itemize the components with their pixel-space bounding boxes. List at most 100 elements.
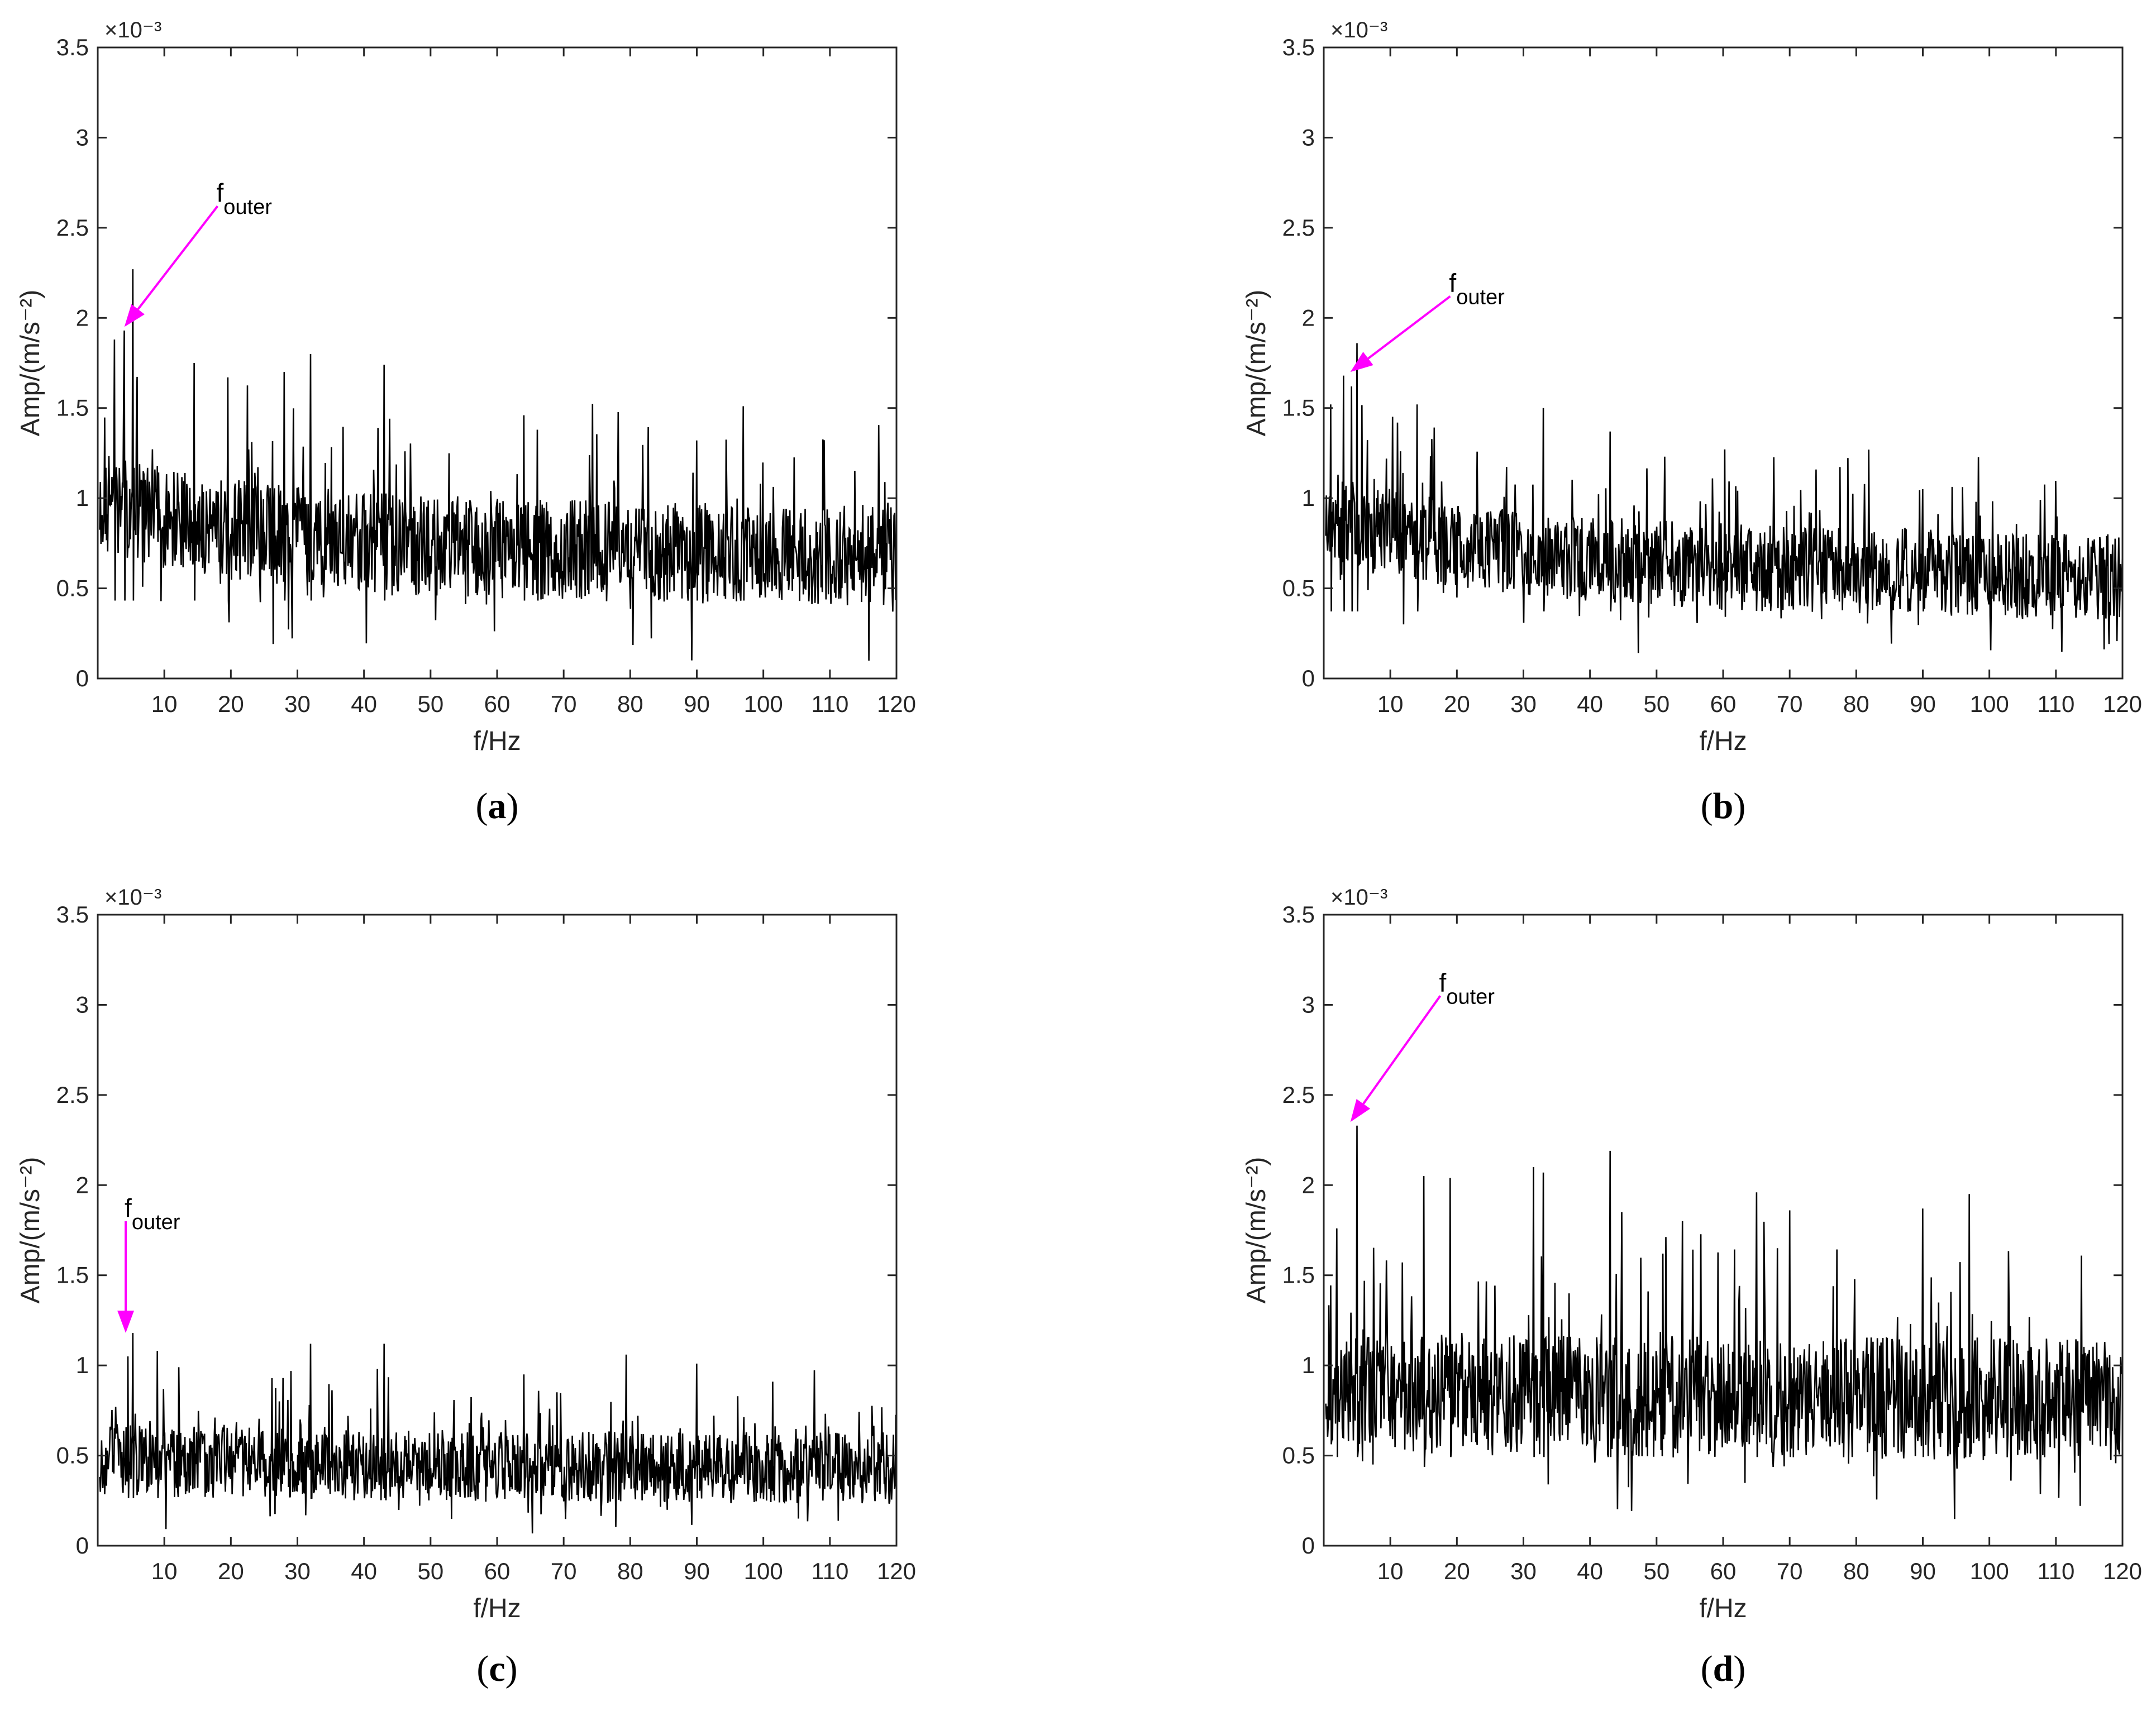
annotation-label: fouter [125,1193,180,1234]
panel-label-a: (a) [476,786,519,826]
y-tick-label: 3 [1302,991,1315,1017]
x-tick-label: 50 [1643,691,1670,717]
arrow-head [1350,1098,1371,1122]
chart-panel-d: 10 20 30 40 50 60 70 80 90 100 110 120 0 0.5 1 1.5 2 2.5 3… [1242,885,2142,1689]
annotation-arrow-a [124,205,219,327]
x-tick-label: 20 [1444,691,1470,717]
arrow-head [124,304,145,327]
x-tick-label: 80 [1843,1558,1869,1584]
chart-panel-b: 10 20 30 40 50 60 70 80 90 100 110 120 0 0.5 1 1.5 2 2.5 3… [1242,18,2142,826]
x-tick-label: 60 [1710,691,1737,717]
y-tick-label: 1 [76,1352,89,1378]
y-tick-label: 2.5 [1282,214,1315,241]
x-axis-title: f/Hz [1699,727,1747,756]
x-tick-label: 110 [811,691,848,717]
y-tick-label: 0.5 [1282,575,1315,601]
panel-label-b: (b) [1701,786,1746,826]
y-tick-label: 2 [76,304,89,331]
x-tick-label: 20 [1444,1558,1470,1584]
annotation-arrow-d [1350,995,1442,1122]
y-tick-label: 0 [76,665,89,691]
x-tick-label: 30 [1510,1558,1537,1584]
arrow-head [117,1311,135,1334]
y-multiplier-label: ×10⁻³ [1330,18,1387,42]
x-tick-label: 10 [1377,1558,1404,1584]
x-tick-label: 70 [551,691,577,717]
x-tick-label: 120 [2103,1558,2142,1584]
y-axis-title: Amp/(m/s⁻²) [16,290,45,437]
chart-panel-c: 10 20 30 40 50 60 70 80 90 100 110 120 0 0.5 1 1.5 2 2.5 3… [16,885,916,1689]
x-tick-label: 30 [1510,691,1537,717]
y-axis-title: Amp/(m/s⁻²) [1242,1157,1271,1304]
annotation-arrow-b [1350,295,1451,372]
y-tick-label: 3.5 [1282,901,1315,928]
y-tick-label: 2 [76,1172,89,1198]
arrow-head [1350,352,1373,372]
panel-label-c: (c) [476,1648,517,1689]
y-tick-label: 2 [1302,304,1315,331]
x-tick-label: 20 [218,691,244,717]
x-tick-label: 10 [151,1558,178,1584]
y-tick-label: 0 [1302,665,1315,691]
y-tick-label: 1.5 [56,1262,89,1288]
x-tick-label: 100 [744,1558,783,1584]
x-tick-label: 70 [1777,1558,1803,1584]
x-tick-label: 40 [351,1558,377,1584]
y-tick-label: 0 [1302,1532,1315,1559]
x-tick-label: 50 [417,691,443,717]
x-tick-label: 70 [1777,691,1803,717]
y-tick-label: 1 [1302,1352,1315,1378]
x-tick-label: 100 [1970,1558,2009,1584]
x-tick-label: 100 [744,691,783,717]
y-tick-label: 1.5 [56,395,89,421]
y-tick-label: 1 [76,485,89,511]
x-tick-label: 120 [877,691,916,717]
x-tick-label: 70 [551,1558,577,1584]
y-tick-label: 3.5 [56,901,89,928]
y-tick-label: 1.5 [1282,395,1315,421]
x-tick-label: 40 [1577,1558,1603,1584]
x-tick-label: 110 [2037,1558,2074,1584]
y-tick-label: 0.5 [56,1442,89,1469]
y-axis-title: Amp/(m/s⁻²) [16,1157,45,1304]
y-tick-label: 1 [1302,485,1315,511]
annotation-label: fouter [1439,968,1495,1009]
chart-panel-a: 10 20 30 40 50 60 70 80 90 100 110 120 0 0.5 1 1.5 2 2.5 3… [16,18,916,826]
x-tick-label: 10 [151,691,178,717]
x-axis-title: f/Hz [473,727,521,756]
y-tick-label: 3.5 [56,34,89,60]
y-multiplier-label: ×10⁻³ [104,885,161,910]
annotation-label: fouter [217,178,273,219]
x-axis-title: f/Hz [1699,1594,1747,1623]
x-tick-label: 60 [1710,1558,1737,1584]
x-tick-label: 100 [1970,691,2009,717]
x-tick-label: 80 [617,1558,643,1584]
x-tick-label: 120 [2103,691,2142,717]
x-tick-label: 60 [484,691,511,717]
y-tick-label: 0.5 [56,575,89,601]
spectrum-line-c [99,1332,896,1534]
y-axis-title: Amp/(m/s⁻²) [1242,290,1271,437]
x-tick-label: 120 [877,1558,916,1584]
panel-label-d: (d) [1701,1648,1746,1689]
x-tick-label: 90 [1910,691,1936,717]
x-tick-label: 90 [684,1558,710,1584]
annotation-arrow-c [117,1221,135,1334]
x-tick-label: 50 [1643,1558,1670,1584]
annotation-label: fouter [1449,269,1505,309]
x-tick-label: 60 [484,1558,511,1584]
x-tick-label: 80 [617,691,643,717]
x-tick-label: 40 [351,691,377,717]
x-tick-label: 110 [2037,691,2074,717]
spectrum-line-a [99,269,896,661]
x-tick-label: 20 [218,1558,244,1584]
y-tick-label: 0 [76,1532,89,1559]
y-tick-label: 2.5 [56,1082,89,1108]
x-tick-label: 90 [684,691,710,717]
y-tick-label: 2 [1302,1172,1315,1198]
x-tick-label: 50 [417,1558,443,1584]
y-tick-label: 2.5 [1282,1082,1315,1108]
y-tick-label: 0.5 [1282,1442,1315,1469]
x-tick-label: 30 [284,1558,311,1584]
